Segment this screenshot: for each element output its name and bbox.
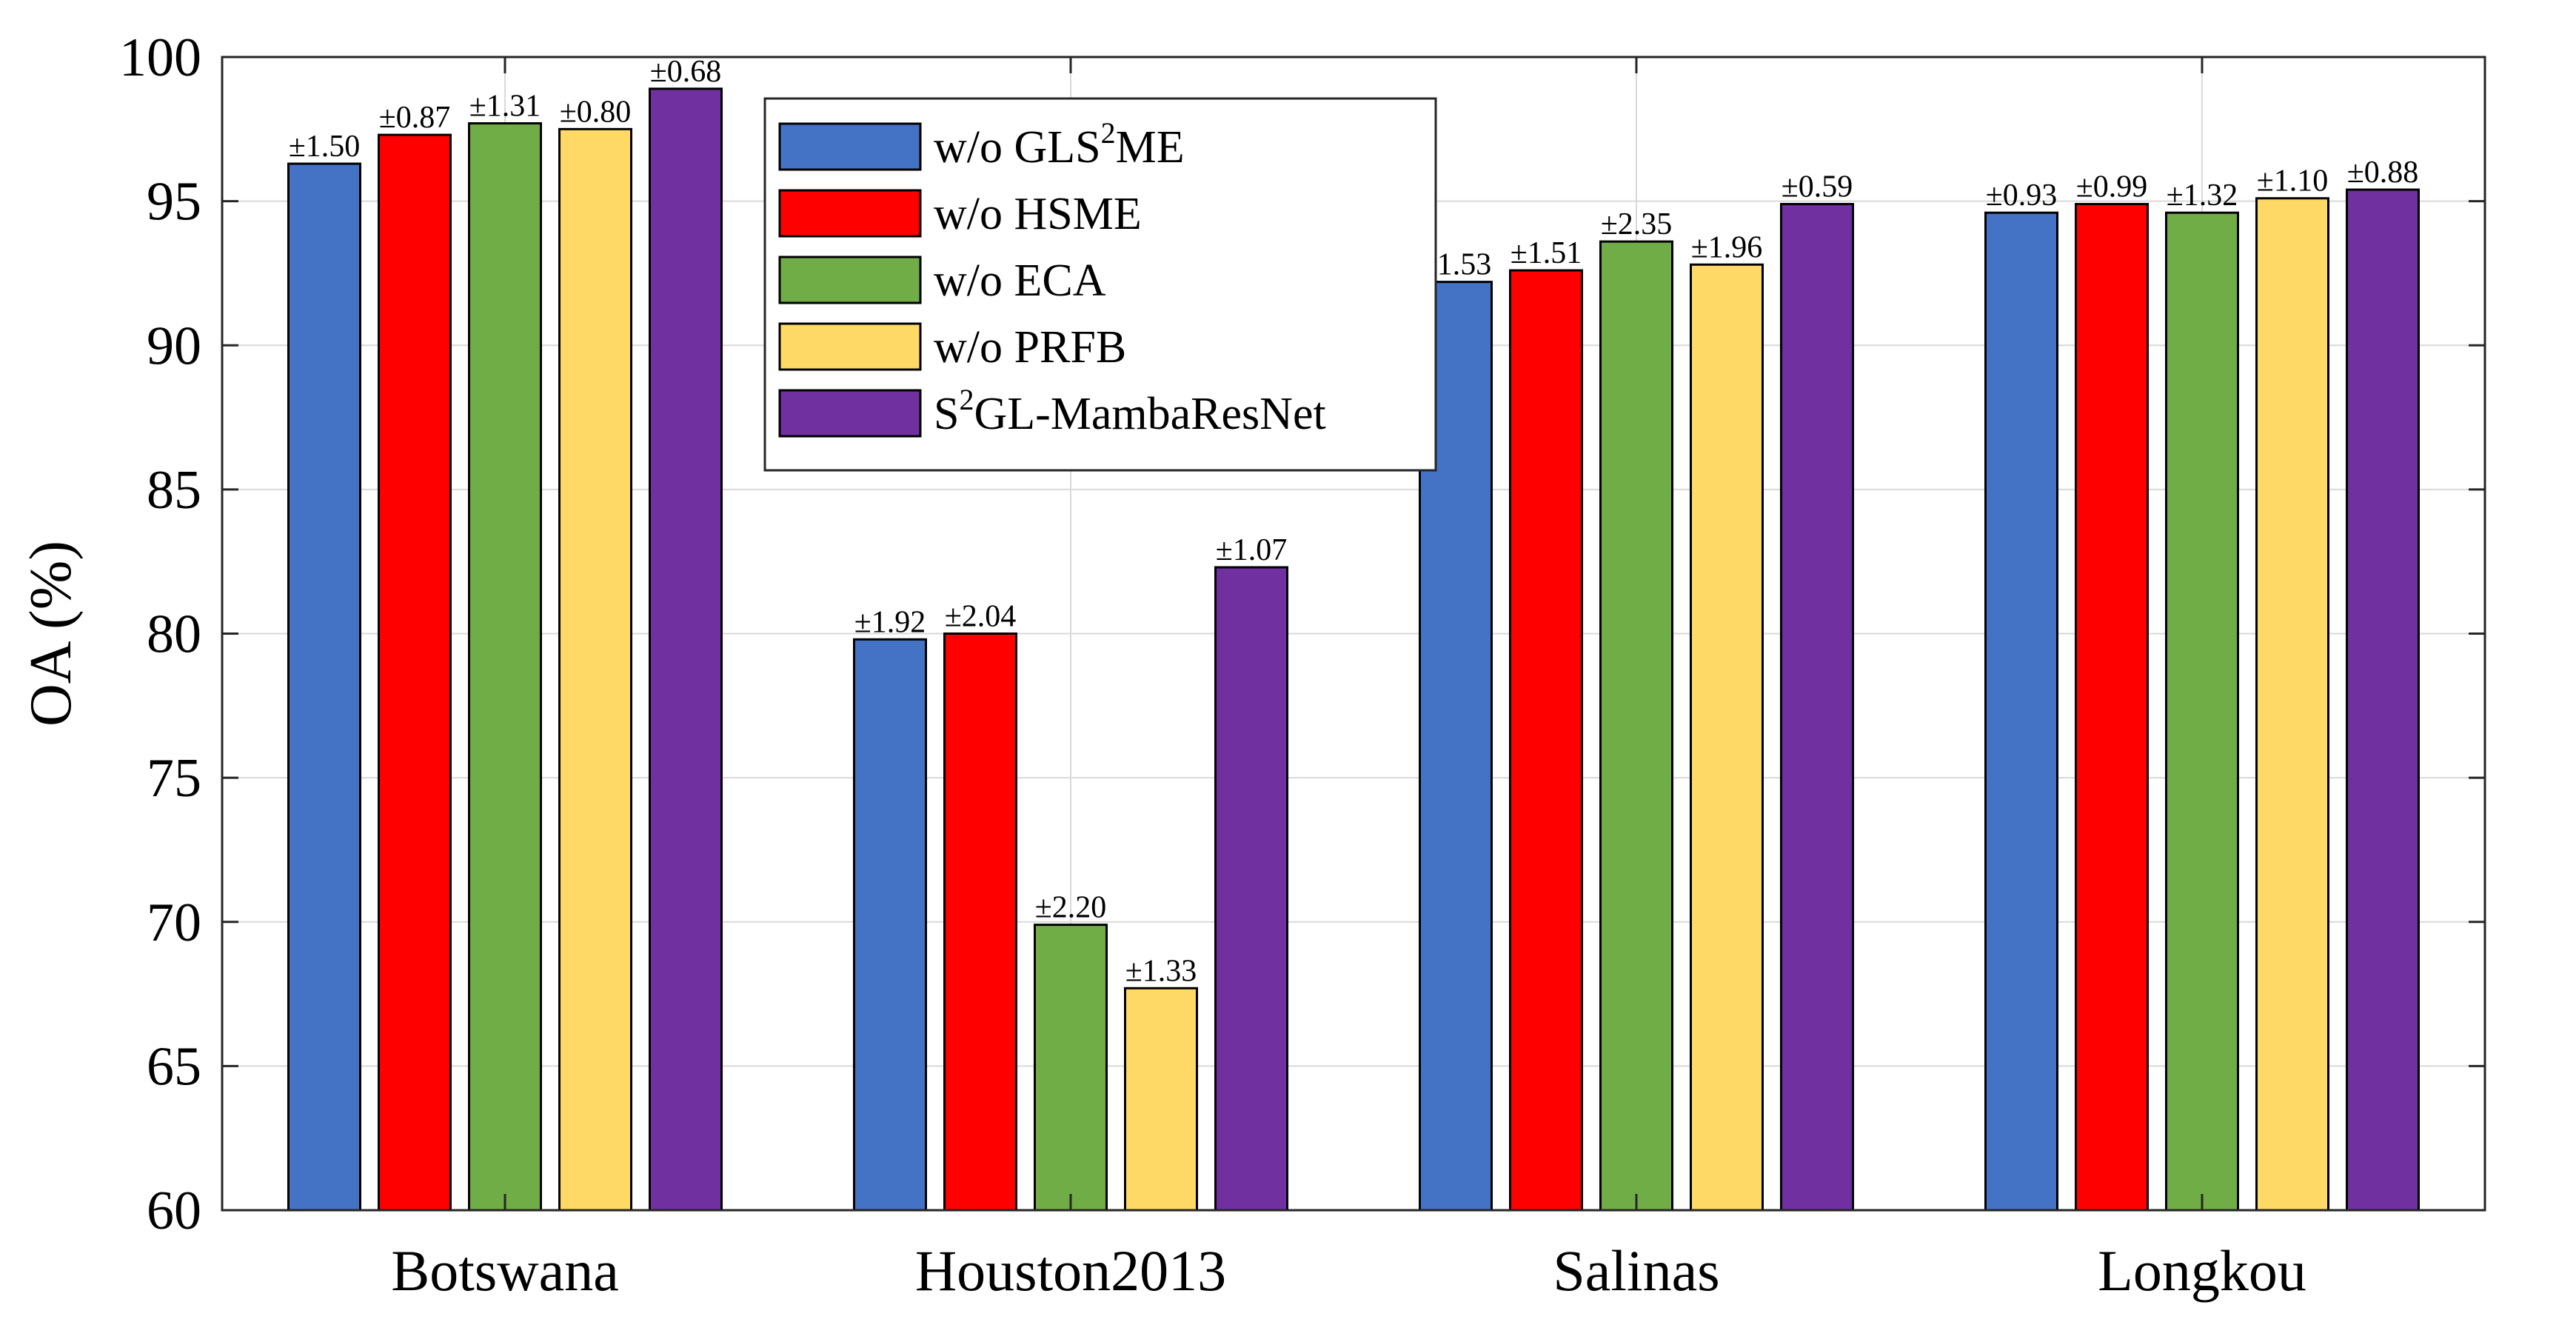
bar bbox=[853, 638, 927, 1212]
bars bbox=[287, 87, 2420, 1212]
error-label: ±1.32 bbox=[2167, 178, 2238, 213]
y-tick-label: 100 bbox=[119, 27, 201, 88]
error-label: ±2.35 bbox=[1601, 207, 1673, 241]
x-tick-label: Botswana bbox=[391, 1238, 619, 1303]
bar bbox=[1034, 924, 1108, 1212]
y-tick-label: 80 bbox=[147, 604, 201, 665]
bar bbox=[1984, 211, 2058, 1212]
bar bbox=[2075, 203, 2149, 1212]
x-tick-label: Houston2013 bbox=[915, 1238, 1226, 1303]
legend-swatch bbox=[778, 189, 922, 238]
bar bbox=[468, 122, 542, 1212]
legend-label-text: w/o ECA bbox=[934, 256, 1106, 306]
bar bbox=[1509, 269, 1583, 1212]
bar bbox=[1124, 987, 1198, 1212]
bar bbox=[558, 127, 632, 1212]
y-tick-label: 75 bbox=[147, 748, 201, 809]
bar bbox=[1599, 240, 1673, 1212]
legend-label-text: GL-MambaResNet bbox=[974, 389, 1325, 439]
legend-label: S2GL-MambaResNet bbox=[934, 383, 1326, 439]
y-tick-label: 70 bbox=[147, 892, 201, 953]
error-label: ±1.51 bbox=[1511, 236, 1582, 270]
error-label: ±0.87 bbox=[379, 101, 451, 135]
error-label: ±1.96 bbox=[1691, 230, 1763, 264]
legend-label-superscript: 2 bbox=[1101, 116, 1116, 150]
error-label: ±0.99 bbox=[2076, 170, 2148, 204]
bar bbox=[2165, 211, 2239, 1212]
y-tick-label: 90 bbox=[147, 316, 201, 376]
error-label: ±1.33 bbox=[1125, 954, 1197, 988]
error-label: ±0.80 bbox=[560, 95, 632, 129]
labels: ±1.50 ±0.87 ±1.31 ±0.80 ±0.68 Botswana ±1.92 ±2… bbox=[19, 27, 2418, 1303]
bar bbox=[1780, 203, 1854, 1212]
y-tick-label: 60 bbox=[147, 1181, 201, 1241]
legend-label: w/o HSME bbox=[934, 189, 1142, 239]
error-label: ±2.04 bbox=[945, 600, 1017, 634]
legend-swatch bbox=[778, 256, 922, 304]
legend-label: w/o PRFB bbox=[934, 322, 1126, 373]
legend-label: w/o ECA bbox=[934, 256, 1106, 306]
legend-swatch bbox=[778, 322, 922, 371]
legend-label-superscript: 2 bbox=[959, 383, 974, 416]
bar bbox=[287, 162, 361, 1212]
bar bbox=[1214, 566, 1288, 1212]
bar bbox=[378, 133, 452, 1212]
x-tick-label: Salinas bbox=[1553, 1238, 1719, 1303]
legend-label-text: S bbox=[934, 389, 959, 439]
legend-swatch bbox=[778, 389, 922, 438]
error-label: ±1.10 bbox=[2257, 164, 2329, 198]
error-label: ±2.20 bbox=[1035, 891, 1107, 925]
error-label: ±1.31 bbox=[469, 90, 541, 124]
bar bbox=[1690, 263, 1764, 1212]
y-axis-title: OA (%) bbox=[19, 541, 84, 727]
legend-label-text: w/o HSME bbox=[934, 189, 1142, 239]
legend-label-text: w/o GLS bbox=[934, 122, 1101, 173]
error-label: ±1.50 bbox=[289, 130, 361, 164]
error-label: ±1.07 bbox=[1216, 533, 1288, 567]
bar bbox=[649, 87, 723, 1212]
legend-label-text: w/o PRFB bbox=[934, 322, 1126, 373]
bar bbox=[2255, 197, 2329, 1212]
legend-swatch bbox=[778, 122, 922, 171]
error-label: ±1.92 bbox=[854, 605, 926, 639]
y-tick-label: 85 bbox=[147, 460, 201, 521]
error-label: ±0.68 bbox=[650, 55, 722, 89]
legend-label-text: ME bbox=[1116, 122, 1185, 173]
error-label: ±0.93 bbox=[1986, 178, 2058, 213]
error-label: ±0.88 bbox=[2347, 156, 2419, 190]
x-tick-label: Longkou bbox=[2098, 1238, 2306, 1303]
legend-label: w/o GLS2ME bbox=[934, 116, 1185, 173]
y-tick-label: 65 bbox=[147, 1036, 201, 1097]
bar bbox=[943, 633, 1017, 1212]
bar bbox=[2346, 188, 2420, 1212]
y-tick-label: 95 bbox=[147, 172, 201, 233]
error-label: ±0.59 bbox=[1782, 170, 1853, 204]
axes bbox=[221, 56, 2486, 1212]
